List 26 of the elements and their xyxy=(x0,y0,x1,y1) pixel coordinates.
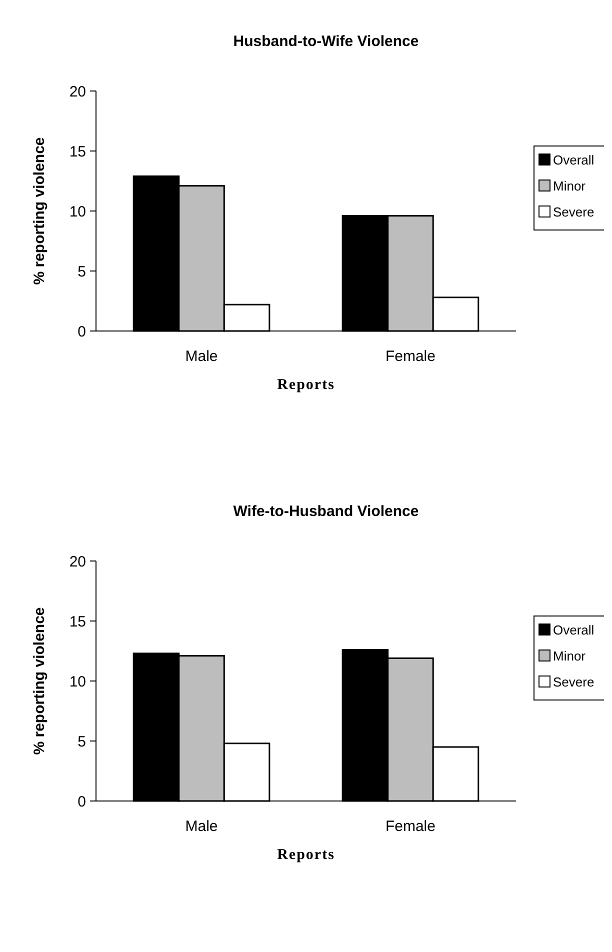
y-tick-label: 15 xyxy=(69,613,86,630)
legend-label: Minor xyxy=(553,178,586,194)
chart-title: Husband-to-Wife Violence xyxy=(233,33,419,50)
y-tick-label: 20 xyxy=(69,83,86,100)
y-tick-label: 20 xyxy=(69,553,86,570)
y-tick-label: 15 xyxy=(69,143,86,160)
x-tick-label: Male xyxy=(185,818,218,835)
y-tick-label: 10 xyxy=(69,673,86,690)
y-tick-label: 10 xyxy=(69,203,86,220)
legend-label: Minor xyxy=(553,648,586,664)
legend-label: Overall xyxy=(553,622,594,638)
y-tick-label: 5 xyxy=(78,733,86,750)
x-tick-label: Male xyxy=(185,348,218,365)
legend-label: Overall xyxy=(553,152,594,168)
y-tick-label: 5 xyxy=(78,263,86,280)
chart-title: Wife-to-Husband Violence xyxy=(233,503,419,520)
y-tick-label: 0 xyxy=(78,323,86,340)
y-axis-title: % reporting violence xyxy=(31,137,48,285)
y-axis-title: % reporting violence xyxy=(31,607,48,755)
y-tick-label: 0 xyxy=(78,793,86,810)
x-tick-label: Female xyxy=(385,818,436,835)
x-tick-label: Female xyxy=(385,348,436,365)
legend-label: Severe xyxy=(553,204,594,220)
x-axis-title: Reports xyxy=(277,847,335,863)
legend-label: Severe xyxy=(553,674,594,690)
x-axis-title: Reports xyxy=(277,377,335,393)
